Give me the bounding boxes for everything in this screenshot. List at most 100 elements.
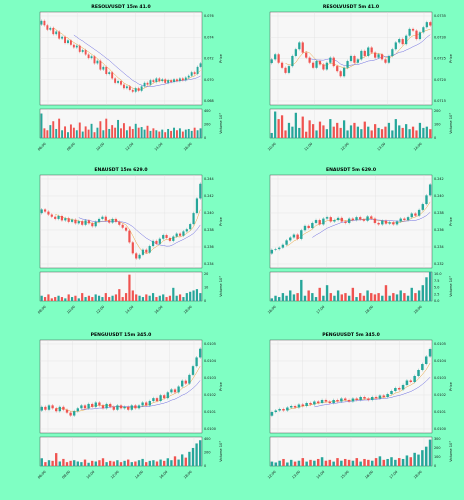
volume-bar [417,454,420,466]
x-tick-label: 15:00 [340,470,350,480]
candle-body [67,218,70,222]
candle-body [94,402,97,407]
volume-bar [148,460,151,466]
volume-bar [170,130,173,138]
candle-body [137,405,141,409]
candle-body [381,220,384,225]
volume-bar [298,127,301,138]
candle-body [421,204,424,210]
candle-body [99,60,102,70]
volume-tick-label: 2.5 [434,292,439,296]
candle-body [123,406,126,409]
candle-body [378,395,382,399]
volume-bar [149,130,152,138]
candle-body [55,31,58,35]
price-pane [39,174,203,269]
candle-body [112,406,115,410]
candle-body [137,88,140,91]
candle-body [293,406,297,408]
volume-axis-label: Volume 10³ [219,441,223,462]
volume-bar [405,455,409,466]
volume-bar [177,459,180,466]
price-axis-label: Price [219,53,223,63]
volume-bar [294,112,297,138]
candle-body [399,218,402,222]
volume-bar [421,285,424,301]
volume-bar [192,290,195,301]
volume-tick-label: 100 [434,455,440,459]
candle-body [96,60,99,64]
volume-bar [360,129,363,138]
candle-body [173,389,177,393]
candle-body [289,237,292,241]
candle-body [281,244,285,248]
volume-bar [72,127,75,138]
candle-body [314,220,318,223]
candle-body [170,80,173,82]
candle-body [87,403,90,409]
volume-bar [199,293,202,301]
volume-bar [93,132,96,138]
volume-bar [58,461,61,466]
price-tick-label: 0.0104 [204,359,216,363]
volume-bar [97,295,101,301]
volume-bar [184,129,187,138]
candle-body [109,403,112,407]
volume-tick-label: 200 [434,446,440,450]
candle-body [64,218,67,221]
candle-body [40,209,43,214]
candle-body [392,222,395,225]
candle-body [54,216,57,219]
candle-body [184,77,187,81]
candle-body [401,39,404,45]
candle-body [195,357,198,367]
x-tick-label: 08:00 [37,305,47,315]
candle-body [60,216,64,221]
candle-body [394,388,397,391]
candle-body [134,405,137,409]
volume-bar [355,297,358,301]
candle-body [414,213,417,216]
volume-bar [105,462,108,466]
volume-bar [296,293,299,301]
volume-bar [408,129,411,138]
moving-average-line [81,380,201,410]
candle-body [148,246,151,253]
volume-bar [196,130,199,138]
volume-bar [318,287,321,301]
candle-body [322,218,325,225]
volume-bar [359,293,362,301]
volume-bar [329,293,332,301]
volume-bar [145,294,148,301]
volume-bar [367,459,370,466]
volume-bar [65,462,69,466]
volume-bar [303,295,307,301]
volume-bar [127,459,130,466]
volume-bar [387,122,391,138]
volume-bar [344,293,347,301]
volume-bar [300,279,303,301]
candle-body [65,409,69,413]
candle-body [75,45,78,48]
x-tick-label: 12:00 [125,142,135,152]
volume-bar [108,297,111,301]
volume-bar [403,293,406,301]
candle-body [78,45,81,52]
price-tick-label: 0.076 [204,14,214,18]
price-tick-label: 0.070 [204,78,214,82]
candle-body [162,235,165,239]
volume-bar [316,458,320,466]
candle-body [111,218,114,223]
candle-body [387,55,391,63]
volume-bar [146,125,149,138]
volume-bar [370,130,373,138]
volume-bar [277,119,280,138]
volume-bar [64,126,66,138]
candle-body [122,84,125,89]
candle-body [135,253,138,259]
candle-body [90,56,93,59]
volume-bar [274,295,277,301]
volume-bar [122,123,125,138]
candle-body [294,49,297,56]
volume-bar [181,454,184,466]
